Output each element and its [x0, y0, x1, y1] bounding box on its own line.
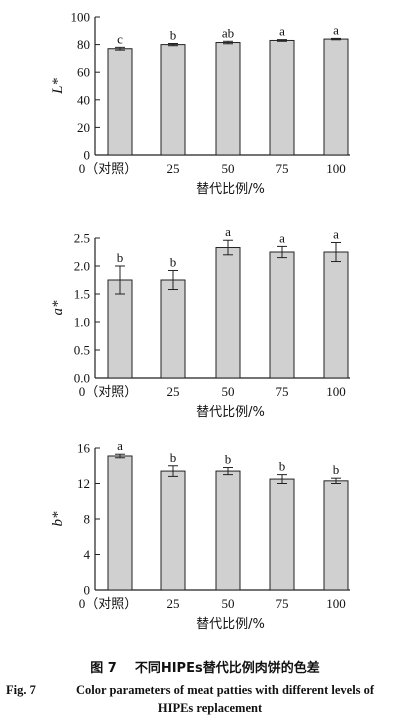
bar	[160, 279, 186, 379]
caption-en-figure-number: Fig. 7	[6, 683, 36, 697]
y-tick-label: 0	[84, 583, 91, 598]
significance-letter: b	[117, 250, 124, 265]
y-tick-label: 80	[77, 37, 90, 52]
bar	[323, 480, 349, 591]
y-tick-label: 1.5	[74, 287, 90, 302]
x-tick-label: 25	[167, 596, 180, 611]
bar	[107, 48, 133, 156]
x-tick-label: 25	[167, 161, 180, 176]
y-tick-label: 16	[77, 441, 91, 456]
y-tick-label: 0.0	[74, 371, 90, 386]
y-tick-label: 20	[77, 120, 90, 135]
y-tick-label: 8	[84, 512, 91, 527]
x-tick-label: 75	[276, 596, 289, 611]
x-tick-label: 25	[167, 384, 180, 399]
y-tick-label: 1.0	[74, 315, 90, 330]
significance-letter: b	[333, 462, 340, 477]
x-tick-label: 75	[276, 161, 289, 176]
chart-panel-2: 0.0 0.5 1.0 1.5 2.0 2.5 a* b 0（对照） b 25 a 50 a 75 a 100 替…	[50, 224, 350, 420]
bar	[107, 455, 133, 591]
caption-zh-figure-number: 图 7	[90, 661, 117, 676]
bar	[323, 251, 349, 379]
caption-zh-text: 不同HIPEs替代比例肉饼的色差	[134, 661, 320, 676]
x-axis-label: 替代比例/%	[196, 617, 265, 632]
caption-en-line2: HIPEs replacement	[157, 701, 263, 715]
x-tick-label: 50	[222, 384, 235, 399]
bar	[215, 247, 241, 379]
caption-english: Fig. 7 Color parameters of meat patties w…	[6, 681, 406, 717]
significance-letter: a	[117, 438, 123, 453]
y-tick-label: 0.5	[74, 343, 90, 358]
x-tick-label: 50	[222, 161, 235, 176]
x-axis-label: 替代比例/%	[196, 182, 265, 197]
significance-letter: b	[170, 254, 177, 269]
significance-letter: a	[333, 22, 339, 37]
y-tick-label: 60	[77, 65, 90, 80]
bar	[215, 470, 241, 591]
y-tick-label: 2.0	[74, 259, 90, 274]
x-axis-label: 替代比例/%	[196, 405, 265, 420]
bar	[215, 42, 241, 156]
x-tick-label: 100	[326, 161, 346, 176]
y-axis-label: a*	[50, 300, 66, 316]
caption-chinese: 图 7 不同HIPEs替代比例肉饼的色差	[0, 657, 410, 676]
bar	[160, 44, 186, 156]
significance-letter: b	[225, 452, 232, 467]
significance-letter: b	[279, 459, 286, 474]
significance-letter: b	[170, 27, 177, 42]
x-tick-label: 100	[326, 384, 346, 399]
bar	[269, 251, 295, 379]
x-tick-label: 0（对照）	[79, 161, 138, 176]
significance-letter: ab	[222, 25, 234, 40]
significance-letter: b	[170, 450, 177, 465]
y-tick-label: 100	[71, 10, 91, 25]
x-tick-label: 50	[222, 596, 235, 611]
y-tick-label: 40	[77, 92, 90, 107]
significance-letter: a	[225, 224, 231, 239]
bar	[107, 279, 133, 379]
y-axis-label: b*	[50, 511, 66, 527]
x-tick-label: 75	[276, 384, 289, 399]
chart-panel-3: 0 4 8 12 16 b* a 0（对照） b 25 b 50 b 75 b 100 替代比例/%	[50, 438, 350, 632]
x-tick-label: 0（对照）	[79, 596, 138, 611]
y-tick-label: 4	[84, 547, 91, 562]
bar	[323, 38, 349, 156]
x-tick-label: 0（对照）	[79, 384, 138, 399]
significance-letter: a	[279, 230, 285, 245]
x-tick-label: 100	[326, 596, 346, 611]
y-tick-label: 12	[77, 476, 90, 491]
bar	[269, 478, 295, 591]
y-axis-label: L*	[50, 78, 66, 95]
bar	[160, 470, 186, 591]
significance-letter: c	[117, 31, 123, 46]
chart-panel-1: 0 20 40 60 80 100 L* c 0（对照） b 25 ab 50 a 75 a 100 替代比例/%	[50, 10, 350, 197]
y-tick-label: 0	[84, 148, 91, 163]
y-tick-label: 2.5	[74, 231, 90, 246]
significance-letter: a	[279, 24, 285, 39]
significance-letter: a	[333, 226, 339, 241]
bar	[269, 39, 295, 156]
caption-en-line1: Color parameters of meat patties with di…	[76, 683, 375, 697]
